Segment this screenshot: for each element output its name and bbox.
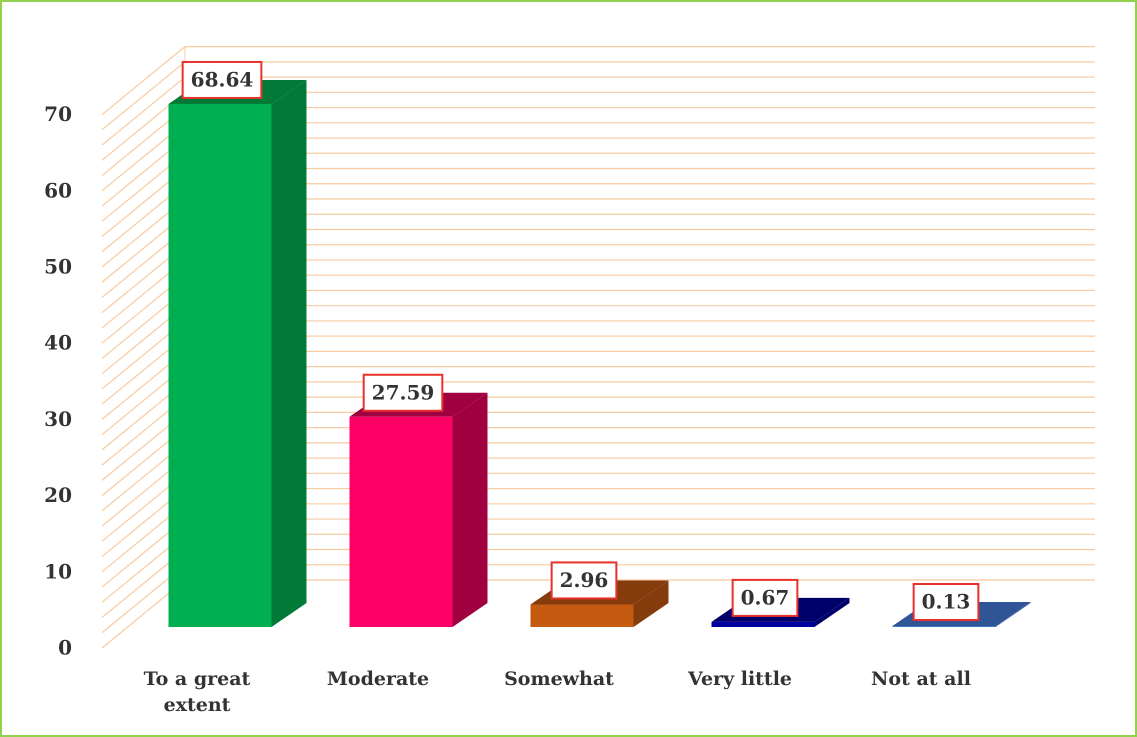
y-tick-label: 0 [58,636,72,660]
data-label: 27.59 [372,380,435,404]
grid-line [101,46,186,116]
x-tick-label: Somewhat [504,668,614,690]
y-tick-label: 40 [44,331,72,355]
y-tick-label: 10 [44,559,72,583]
y-tick-label: 50 [44,255,72,279]
bar [530,604,634,627]
bar [711,621,815,627]
x-tick-label: To a great extent [143,668,251,716]
bar-side [995,602,1031,627]
minor-grid-line [101,76,186,146]
bar-side [271,79,307,628]
bar-side [633,580,669,627]
data-label: 68.64 [191,67,254,91]
data-label: 2.96 [560,568,609,592]
bar-side [452,392,488,627]
bar [349,416,453,627]
x-tick-label: Very little [687,668,793,690]
x-tick-label: Not at all [871,668,971,690]
bar [892,626,996,627]
data-label-box [731,578,799,617]
bar-side [814,597,850,627]
x-tick-label: Moderate [326,668,430,690]
data-label-box [550,561,618,600]
data-label: 0.67 [741,585,790,609]
y-tick-label: 60 [44,178,72,202]
bar [168,103,272,628]
y-tick-label: 30 [44,407,72,431]
y-tick-label: 20 [44,483,72,507]
data-label-box [912,583,980,622]
y-tick-label: 70 [44,102,72,126]
data-label-box [362,373,444,412]
data-label: 0.13 [922,590,971,614]
data-label-box [181,60,263,99]
minor-grid-line [101,61,186,131]
